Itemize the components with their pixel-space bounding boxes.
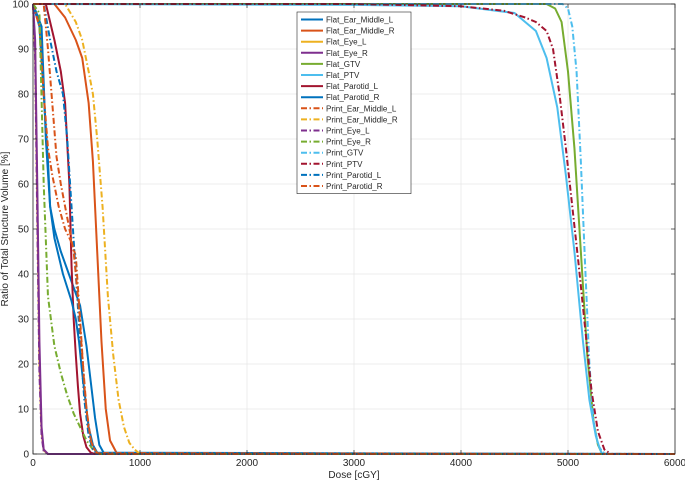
x-axis-label: Dose [cGY] — [328, 470, 379, 481]
y-tick-label: 70 — [18, 135, 30, 146]
legend-entry: Flat_PTV — [326, 71, 360, 80]
x-tick-label: 4000 — [450, 458, 473, 469]
y-tick-label: 100 — [12, 0, 29, 11]
legend-entry: Flat_Ear_Middle_R — [326, 27, 395, 36]
x-tick-label: 1000 — [129, 458, 152, 469]
x-tick-label: 5000 — [557, 458, 580, 469]
series-line-flat-ear-middle-r — [33, 3, 675, 455]
legend-entry: Flat_Parotid_R — [326, 93, 380, 102]
y-tick-label: 0 — [23, 450, 29, 461]
legend-entry: Print_PTV — [326, 160, 363, 169]
series-layer — [32, 3, 676, 455]
legend-entry: Print_Eye_R — [326, 138, 371, 147]
tick-layer: 0 1000 2000 3000 4000 5000 6000 0 10 20 30 40 50 60 70… — [12, 0, 685, 469]
series-line-print-ptv — [33, 3, 675, 455]
x-tick-label: 6000 — [664, 458, 685, 469]
legend-entry: Flat_Eye_R — [326, 49, 368, 58]
y-tick-label: 60 — [18, 180, 30, 191]
y-tick-label: 90 — [18, 45, 30, 56]
legend-entry: Flat_GTV — [326, 60, 361, 69]
x-tick-label: 3000 — [343, 458, 366, 469]
legend-entry: Flat_Ear_Middle_L — [326, 16, 394, 25]
series-line-print-eye-r — [32, 3, 675, 455]
x-tick-label: 0 — [30, 458, 36, 469]
series-line-print-gtv — [33, 3, 675, 455]
series-line-print-parotid-l — [33, 3, 675, 455]
legend-entry: Flat_Eye_L — [326, 38, 367, 47]
legend-entry: Print_Eye_L — [326, 127, 370, 136]
legend-entry: Print_Parotid_L — [326, 171, 382, 180]
series-line-print-eye-l — [32, 3, 675, 455]
legend-entry: Print_GTV — [326, 149, 364, 158]
series-line-flat-parotid-l — [33, 3, 675, 455]
y-tick-label: 30 — [18, 315, 30, 326]
y-tick-label: 50 — [18, 225, 30, 236]
y-tick-label: 20 — [18, 360, 30, 371]
legend-entry: Print_Ear_Middle_L — [326, 104, 397, 113]
legend-entry: Print_Parotid_R — [326, 182, 383, 191]
y-tick-label: 40 — [18, 270, 30, 281]
legend-entry: Print_Ear_Middle_R — [326, 115, 398, 124]
series-line-print-ear-middle-r — [33, 3, 675, 455]
y-axis-label: Ratio of Total Structure Volume [%] — [0, 151, 11, 306]
legend: Flat_Ear_Middle_L Flat_Ear_Middle_R Flat_E… — [296, 11, 412, 194]
legend-entry: Flat_Parotid_L — [326, 82, 379, 91]
x-tick-label: 2000 — [236, 458, 259, 469]
y-tick-label: 80 — [18, 90, 30, 101]
y-tick-label: 10 — [18, 405, 30, 416]
